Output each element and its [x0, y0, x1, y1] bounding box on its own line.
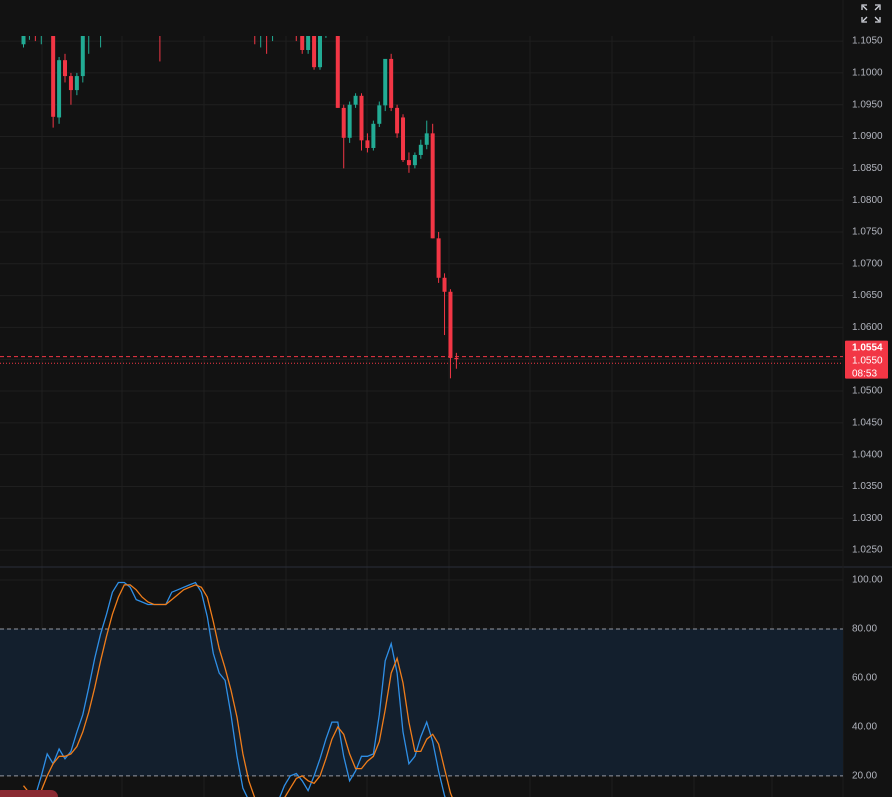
candle-body — [448, 291, 453, 358]
candle-body — [442, 277, 447, 292]
candle-body — [359, 95, 364, 141]
y-tick-label: 1.1000 — [852, 68, 883, 79]
candle-body — [401, 117, 406, 161]
candle-body — [21, 36, 26, 45]
candle-body — [406, 160, 411, 166]
candle-body — [74, 76, 79, 91]
y-tick-label: 1.0350 — [852, 481, 883, 492]
y-tick-label: 20.00 — [852, 771, 877, 782]
y-tick-label: 1.0700 — [852, 258, 883, 269]
y-tick-label: 1.0750 — [852, 227, 883, 238]
axes: 1.0250 1.0300 1.0350 1.0400 1.0450 1.0500 1.05… — [845, 36, 888, 782]
y-tick-label: 40.00 — [852, 722, 877, 733]
candle-body — [51, 36, 56, 117]
series-line — [22, 584, 453, 797]
candle-body — [68, 76, 73, 91]
indicator-tag[interactable] — [0, 790, 58, 797]
y-tick-label: 80.00 — [852, 624, 877, 635]
y-tick-label: 1.0250 — [852, 545, 883, 556]
y-tick-label: 60.00 — [852, 673, 877, 684]
y-tick-label: 1.0400 — [852, 449, 883, 460]
y-tick-label: 1.0650 — [852, 290, 883, 301]
oscillator-panel — [0, 579, 843, 797]
candle-body — [424, 133, 429, 145]
candle-body — [412, 154, 417, 166]
candle-body — [383, 58, 388, 106]
candle-body — [318, 36, 322, 68]
candle-body — [353, 95, 358, 105]
y-tick-label: 1.0850 — [852, 163, 883, 174]
candle-body — [454, 357, 459, 360]
candle-body — [371, 123, 376, 148]
candle-body — [389, 58, 394, 108]
price-panel — [0, 36, 843, 551]
candle-body — [300, 36, 305, 50]
candle-body — [365, 140, 370, 148]
fullscreen-button[interactable] — [861, 4, 881, 23]
candle-body — [306, 36, 311, 50]
price-tag: 1.0550 — [852, 355, 883, 366]
y-tick-label: 1.0950 — [852, 99, 883, 110]
candle-body — [430, 133, 435, 239]
candle-body — [395, 107, 400, 134]
y-tick-label: 1.0500 — [852, 386, 883, 397]
y-tick-label: 1.0900 — [852, 131, 883, 142]
band — [0, 628, 843, 776]
candle-body — [347, 104, 352, 138]
y-tick-label: 1.0300 — [852, 513, 883, 524]
y-tick-label: 1.0800 — [852, 195, 883, 206]
candle-body — [80, 36, 85, 77]
y-tick-label: 1.0600 — [852, 322, 883, 333]
candle-body — [335, 36, 340, 108]
y-tick-label: 1.1050 — [852, 36, 883, 47]
candle-body — [312, 36, 317, 68]
price-tag: 1.0554 — [852, 342, 883, 353]
candle-body — [418, 144, 423, 155]
y-tick-label: 1.0450 — [852, 417, 883, 428]
candle-body — [57, 60, 62, 118]
candle-body — [63, 60, 68, 77]
candle-body — [341, 107, 346, 138]
countdown: 08:53 — [852, 368, 877, 379]
candle-body — [377, 105, 382, 124]
y-tick-label: 100.00 — [852, 575, 883, 586]
price-tag-box — [845, 340, 888, 379]
series-line — [22, 581, 446, 797]
candle-body — [436, 238, 441, 278]
